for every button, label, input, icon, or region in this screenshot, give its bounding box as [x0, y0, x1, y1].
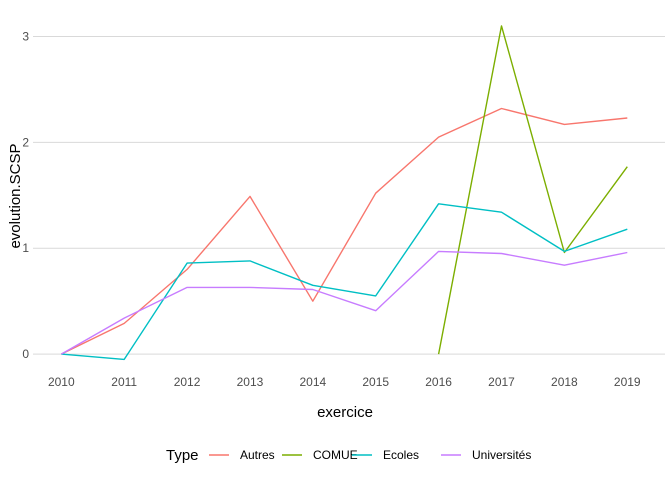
x-tick-label: 2014 — [299, 375, 326, 389]
y-axis: 0 1 2 3 — [22, 29, 29, 361]
legend-label: COMUE — [313, 448, 358, 462]
x-tick-label: 2016 — [425, 375, 452, 389]
y-tick-label: 0 — [22, 347, 29, 361]
series-line-ecoles — [61, 203, 628, 361]
legend-label: Autres — [240, 448, 275, 462]
x-tick-label: 2019 — [614, 375, 641, 389]
legend-title: Type — [166, 447, 199, 464]
legend-label: Ecoles — [383, 448, 419, 462]
y-tick-label: 2 — [22, 135, 29, 149]
x-tick-label: 2011 — [111, 375, 137, 389]
legend-label: Universités — [472, 448, 531, 462]
legend-item-autres: Autres — [209, 448, 275, 462]
series-line-comue — [437, 25, 628, 355]
legend-item-comue: COMUE — [282, 448, 358, 462]
legend-item-universites: Universités — [441, 448, 531, 462]
y-tick-label: 1 — [22, 241, 29, 255]
x-tick-label: 2012 — [174, 375, 201, 389]
x-tick-label: 2017 — [488, 375, 515, 389]
x-axis: 2010 2011 2012 2013 2014 2015 2016 2017 2018 2019 — [48, 375, 641, 389]
x-tick-label: 2013 — [237, 375, 264, 389]
legend: Type Autres COMUE Ecoles Universités — [166, 447, 531, 464]
y-axis-title: evolution.SCSP — [7, 143, 24, 248]
legend-item-ecoles: Ecoles — [352, 448, 419, 462]
x-axis-title: exercice — [317, 404, 373, 421]
x-tick-label: 2015 — [362, 375, 389, 389]
series-lines — [60, 25, 628, 361]
y-tick-label: 3 — [22, 29, 29, 43]
series-line-universites — [60, 250, 628, 355]
x-tick-label: 2018 — [551, 375, 578, 389]
x-tick-label: 2010 — [48, 375, 75, 389]
series-line-autres — [60, 107, 628, 355]
y-gridlines — [33, 35, 665, 355]
